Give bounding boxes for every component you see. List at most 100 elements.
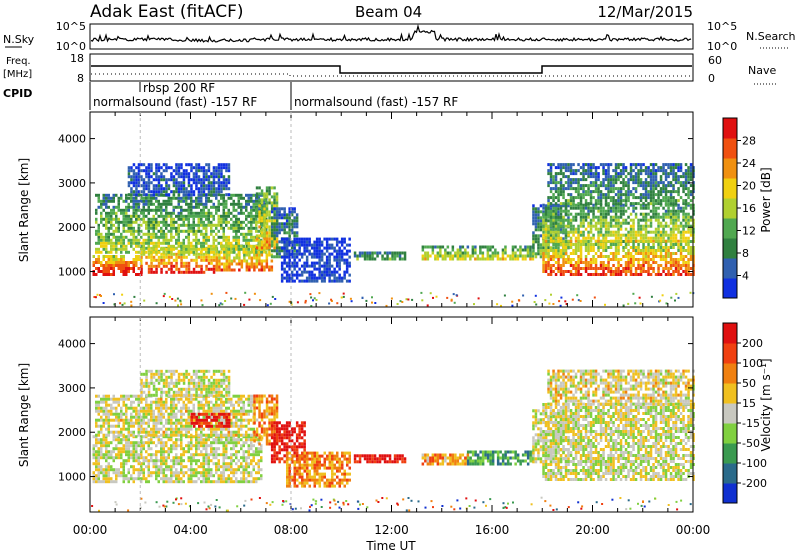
heatmap-cell — [255, 223, 258, 227]
heatmap-cell — [426, 251, 430, 255]
heatmap-cell — [177, 184, 181, 188]
heatmap-cell — [579, 178, 583, 182]
heatmap-cell — [537, 252, 540, 256]
heatmap-cell — [632, 240, 635, 243]
heatmap-cell — [212, 172, 216, 176]
heatmap-cell — [288, 231, 291, 235]
heatmap-cell — [577, 169, 580, 173]
heatmap-cell — [619, 215, 623, 219]
heatmap-cell — [602, 224, 605, 228]
heatmap-cell — [388, 251, 392, 255]
heatmap-cell — [140, 273, 143, 276]
heatmap-cell — [210, 247, 213, 251]
heatmap-cell — [180, 187, 183, 191]
heatmap-cell — [547, 227, 550, 231]
heatmap-cell — [662, 255, 665, 258]
heatmap-cell — [559, 243, 563, 246]
heatmap-cell — [137, 208, 140, 212]
heatmap-cell — [674, 218, 678, 222]
heatmap-cell — [562, 273, 565, 276]
heatmap-cell — [147, 211, 150, 215]
heatmap-cell — [135, 459, 138, 463]
heatmap-cell — [132, 163, 136, 167]
heatmap-cell — [205, 196, 208, 200]
heatmap-cell — [459, 254, 462, 258]
heatmap-cell — [348, 243, 351, 247]
heatmap-cell — [642, 270, 645, 273]
heatmap-cell — [684, 270, 688, 273]
heatmap-cell — [654, 209, 658, 213]
heatmap-cell — [147, 249, 151, 253]
heatmap-cell — [534, 210, 538, 214]
heatmap-cell — [577, 270, 580, 273]
heatmap-cell — [105, 217, 108, 221]
heatmap-cell — [155, 244, 158, 248]
heatmap-cell — [110, 217, 113, 221]
heatmap-cell — [135, 181, 138, 185]
heatmap-cell — [182, 264, 186, 268]
heatmap-cell — [340, 240, 344, 244]
heatmap-cell — [230, 262, 234, 266]
heatmap-cell — [657, 166, 660, 170]
heatmap-cell — [197, 211, 200, 215]
heatmap-cell — [647, 246, 650, 249]
heatmap-cell — [549, 221, 553, 225]
heatmap-cell — [185, 214, 188, 218]
heatmap-cell — [597, 175, 600, 179]
heatmap-cell — [622, 178, 625, 182]
heatmap-cell — [147, 178, 151, 182]
heatmap-cell — [155, 196, 158, 200]
heatmap-cell — [602, 239, 605, 243]
heatmap-cell — [268, 250, 271, 254]
heatmap-cell — [662, 233, 665, 237]
heatmap-cell — [100, 211, 103, 215]
heatmap-cell — [614, 169, 618, 173]
heatmap-cell — [657, 190, 660, 194]
heatmap-cell — [132, 196, 135, 200]
heatmap-cell — [155, 211, 158, 215]
heatmap-cell — [117, 217, 120, 221]
heatmap-cell — [155, 474, 158, 478]
heatmap-cell — [112, 235, 115, 239]
heatmap-cell — [205, 199, 208, 203]
heatmap-cell — [562, 187, 565, 191]
heatmap-cell — [564, 249, 568, 252]
heatmap-cell — [567, 213, 570, 217]
heatmap-cell — [647, 255, 650, 258]
heatmap-cell — [240, 220, 243, 224]
heatmap-cell — [674, 215, 678, 219]
heatmap-cell — [602, 163, 605, 167]
heatmap-cell — [150, 202, 153, 206]
heatmap-cell — [669, 190, 673, 194]
heatmap-cell — [672, 215, 675, 219]
heatmap-cell — [569, 261, 573, 264]
heatmap-cell — [644, 221, 648, 225]
heatmap-cell — [283, 213, 286, 217]
heatmap-cell — [210, 258, 213, 262]
heatmap-cell — [195, 261, 198, 265]
heatmap-cell — [672, 236, 675, 240]
heatmap-cell — [180, 196, 183, 200]
heatmap-cell — [92, 474, 95, 478]
heatmap-cell — [197, 199, 200, 203]
heatmap-cell — [95, 217, 98, 221]
heatmap-cell — [112, 205, 115, 209]
heatmap-cell — [152, 250, 155, 254]
heatmap-cell — [95, 444, 98, 448]
heatmap-cell — [182, 217, 185, 221]
heatmap-cell — [157, 220, 160, 224]
heatmap-cell — [235, 241, 238, 245]
heatmap-cell — [97, 250, 100, 254]
heatmap-cell — [371, 301, 373, 304]
heatmap-cell — [147, 238, 150, 242]
heatmap-cell — [120, 255, 123, 258]
heatmap-cell — [552, 215, 555, 219]
heatmap-cell — [125, 477, 128, 481]
heatmap-cell — [617, 258, 620, 261]
heatmap-cell — [172, 190, 176, 194]
heatmap-cell — [627, 199, 630, 203]
heatmap-cell — [569, 166, 573, 170]
heatmap-cell — [607, 187, 610, 191]
heatmap-cell — [574, 203, 578, 207]
heatmap-cell — [160, 267, 163, 271]
